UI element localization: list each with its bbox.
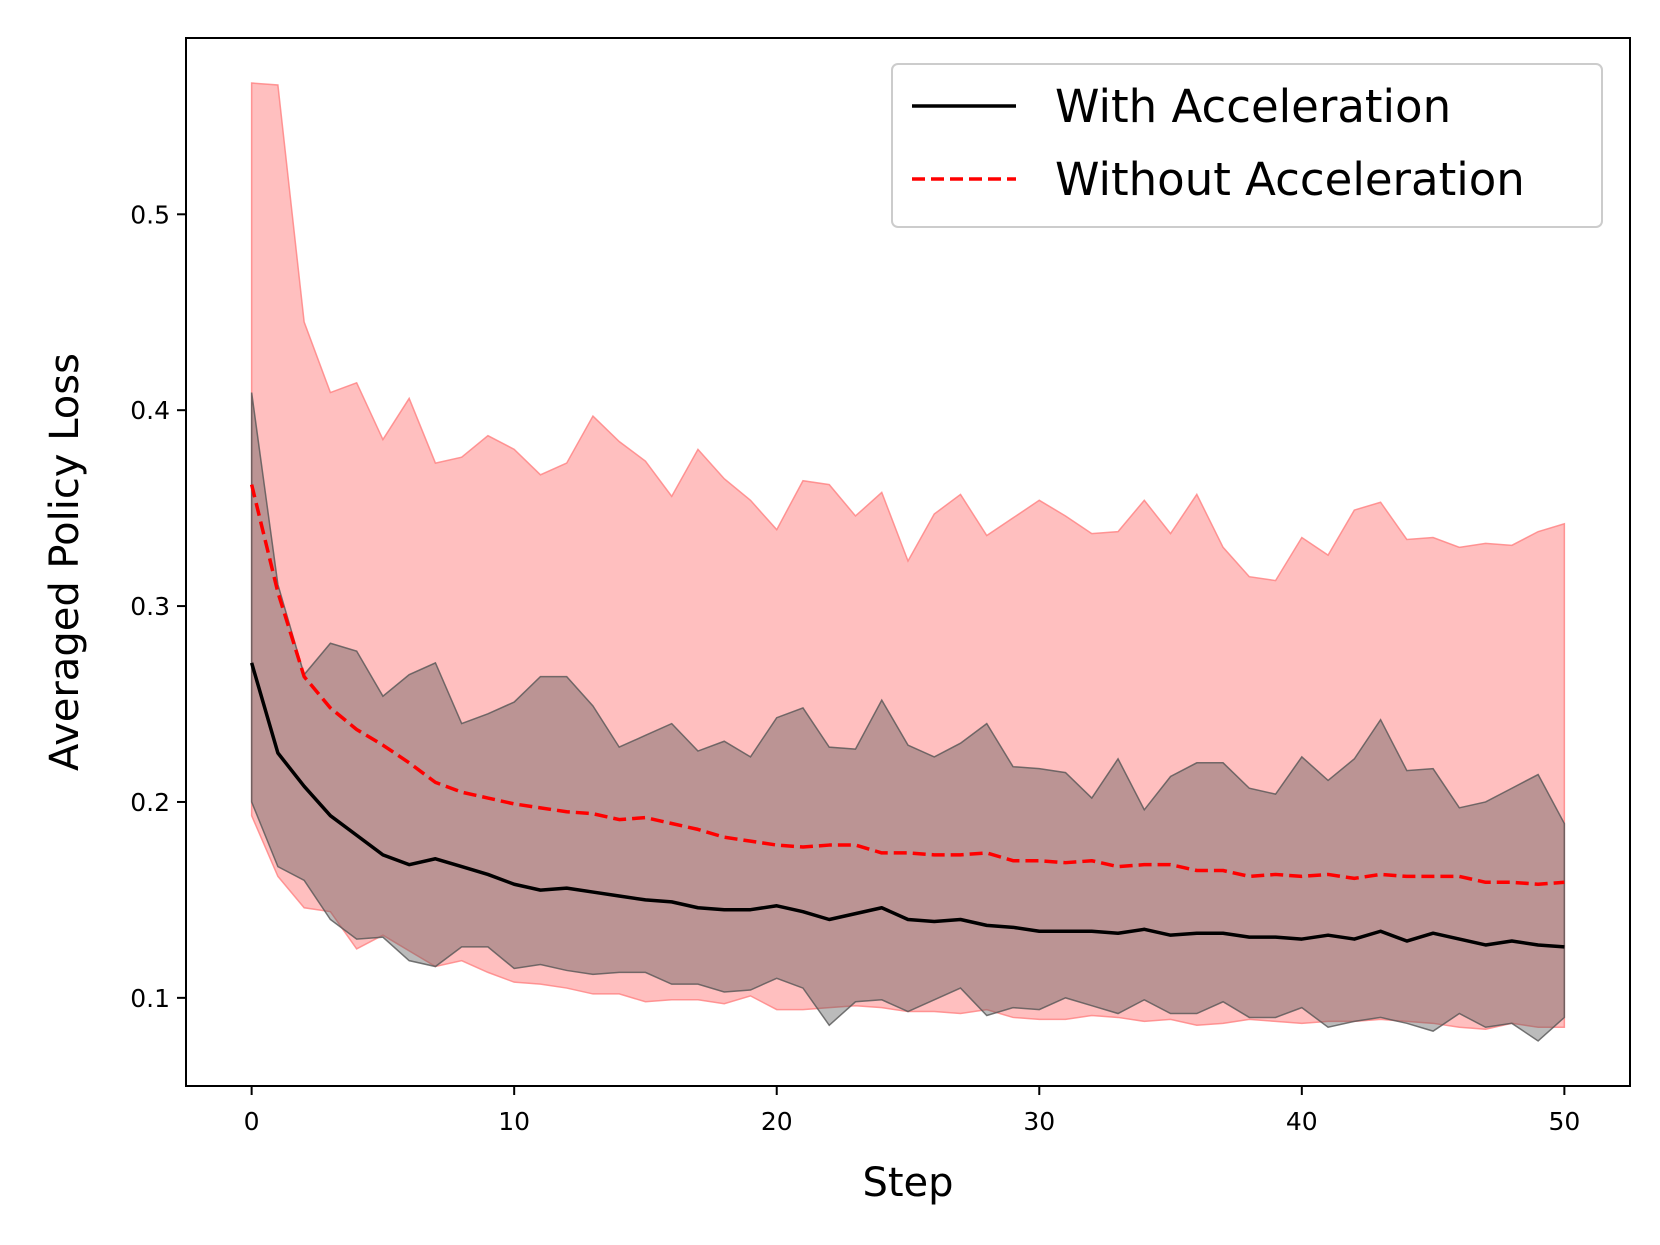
legend-box (891, 63, 1603, 228)
x-tick-label: 50 (1548, 1107, 1580, 1136)
band-without-acceleration (250, 82, 1566, 1030)
plot-frame (185, 37, 1631, 1087)
series-line-with-acceleration (249, 662, 1565, 949)
legend: With Acceleration Without Acceleration (891, 63, 1603, 228)
y-axis: 0.1 0.2 0.3 0.4 0.5 (130, 200, 186, 1013)
legend-label-with-acceleration: With Acceleration (1055, 80, 1451, 133)
y-axis-label: Averaged Policy Loss (42, 353, 88, 771)
y-tick-label: 0.1 (130, 984, 170, 1013)
x-tick-label: 30 (1023, 1107, 1055, 1136)
y-tick-label: 0.4 (130, 396, 170, 425)
series-line-without-acceleration (249, 484, 1565, 886)
x-tick-label: 20 (761, 1107, 793, 1136)
y-tick-label: 0.2 (130, 788, 170, 817)
legend-label-without-acceleration: Without Acceleration (1055, 153, 1525, 206)
x-axis: 0 10 20 30 40 50 (244, 1086, 1580, 1136)
y-tick-label: 0.5 (130, 200, 170, 229)
series-lines (249, 484, 1565, 949)
band-with-acceleration (250, 392, 1566, 1042)
x-tick-label: 40 (1286, 1107, 1318, 1136)
x-tick-label: 0 (244, 1107, 260, 1136)
x-tick-label: 10 (498, 1107, 530, 1136)
y-tick-label: 0.3 (130, 592, 170, 621)
x-axis-label: Step (862, 1160, 953, 1206)
confidence-bands (250, 82, 1566, 1042)
